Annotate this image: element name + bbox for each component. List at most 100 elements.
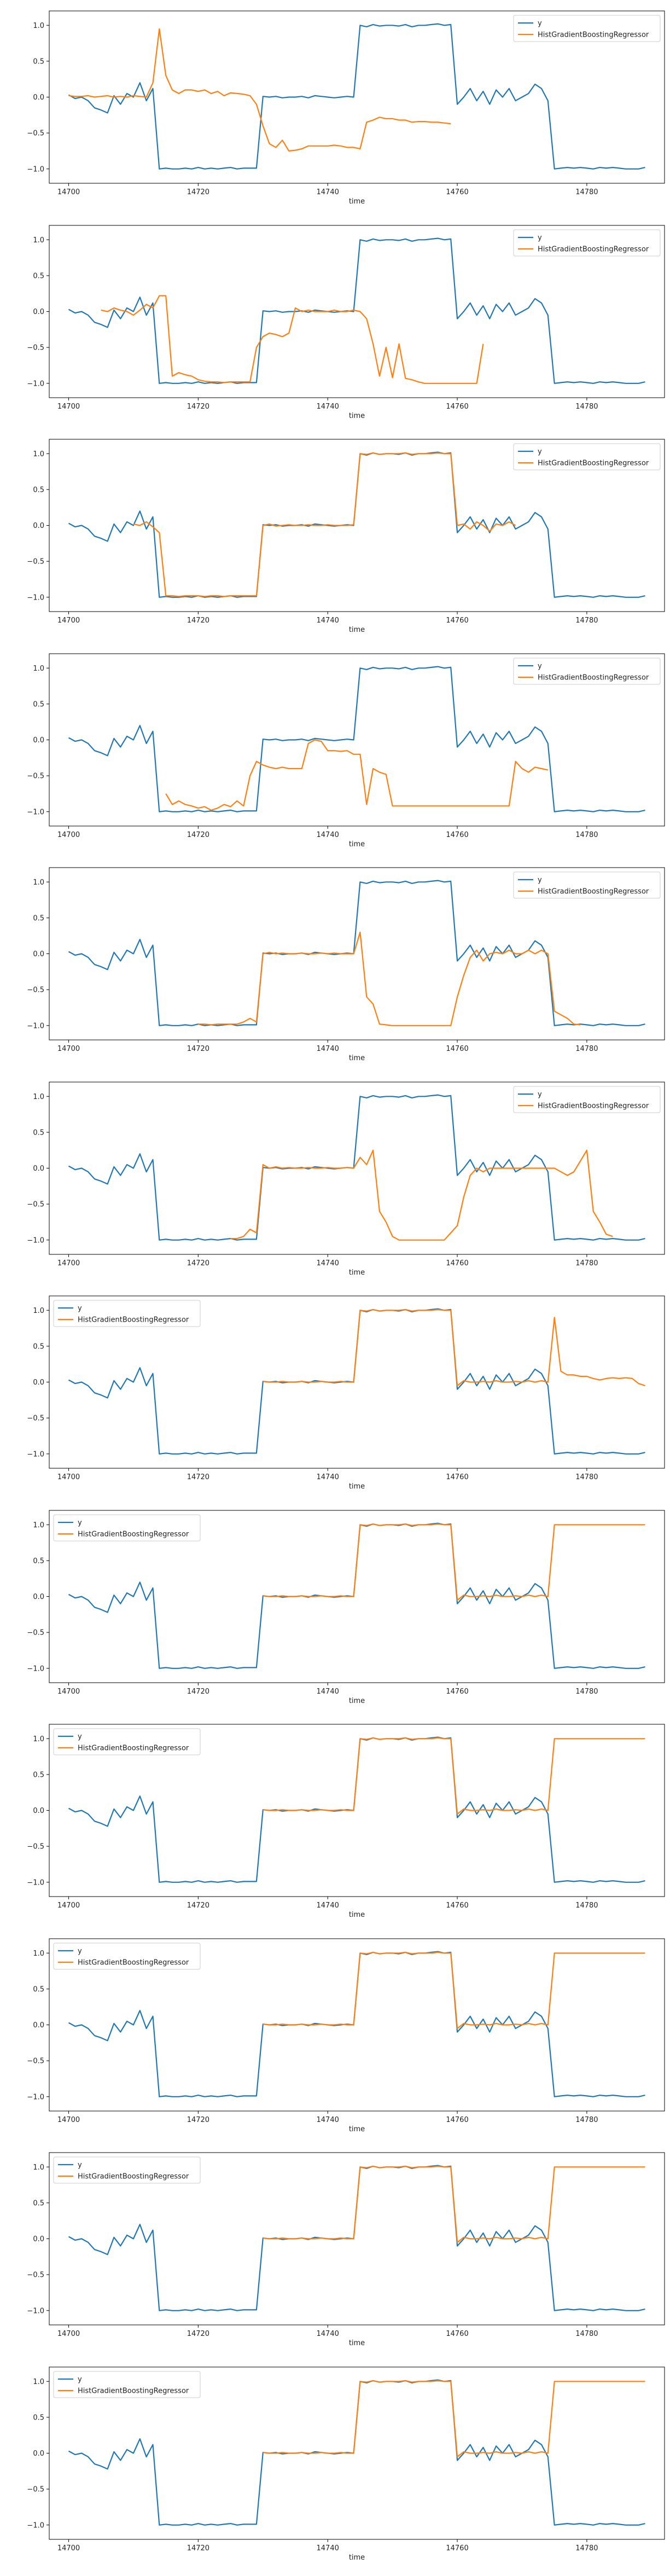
x-tick-label: 14740	[317, 2116, 339, 2124]
y-tick-label: −1.0	[27, 380, 44, 388]
x-tick-label: 14740	[317, 617, 339, 625]
y-tick-label: −1.0	[27, 1022, 44, 1030]
chart-svg: 14700 14720 14740 14760 14780 −1.0 −0.5 0.0 0.5 1…	[27, 867, 665, 1062]
x-tick-label: 14760	[446, 1688, 468, 1696]
y-tick-label: 0.0	[33, 308, 44, 316]
x-tick-label: 14780	[575, 1045, 598, 1053]
legend-label: y	[538, 20, 542, 28]
x-tick-label: 14740	[317, 1045, 339, 1053]
y-tick-label: 0.5	[33, 486, 44, 494]
y-tick-label: 0.5	[33, 700, 44, 708]
x-tick-label: 14720	[187, 2116, 209, 2124]
series-line-y	[68, 666, 645, 812]
y-tick-label: 0.5	[33, 1557, 44, 1565]
chart-svg: 14700 14720 14740 14760 14780 −1.0 −0.5 0.0 0.5 1…	[27, 653, 665, 848]
legend: y HistGradientBoostingRegressor	[53, 1943, 201, 1969]
y-tick-label: −0.5	[27, 1629, 44, 1637]
y-tick-label: 0.5	[33, 914, 44, 922]
series-line-y	[68, 880, 645, 1026]
y-tick-label: −0.5	[27, 772, 44, 780]
y-tick-label: 1.0	[33, 1092, 44, 1101]
series-line-prediction	[263, 1737, 645, 1815]
chart-panel: 14700 14720 14740 14760 14780 −1.0 −0.5 0.0 0.5 1…	[0, 1078, 670, 1291]
legend: y HistGradientBoostingRegressor	[513, 229, 661, 256]
y-tick-label: −1.0	[27, 2521, 44, 2530]
x-tick-label: 14720	[187, 617, 209, 625]
y-tick-label: 0.0	[33, 2021, 44, 2030]
y-tick-label: 0.5	[33, 1342, 44, 1351]
y-tick-label: −0.5	[27, 344, 44, 352]
y-tick-label: 0.0	[33, 1165, 44, 1173]
series-line-y	[68, 23, 645, 170]
x-tick-label: 14700	[57, 1259, 80, 1267]
y-tick-label: −0.5	[27, 1843, 44, 1851]
legend-box	[53, 2371, 201, 2398]
series-line-y	[68, 237, 645, 384]
legend-label: HistGradientBoostingRegressor	[538, 245, 649, 253]
x-tick-label: 14720	[187, 831, 209, 839]
y-tick-label: 1.0	[33, 664, 44, 672]
x-tick-label: 14780	[575, 2544, 598, 2552]
y-tick-label: 0.0	[33, 736, 44, 745]
series-line-y	[68, 451, 645, 598]
legend: y HistGradientBoostingRegressor	[53, 1300, 201, 1327]
series-line-prediction	[101, 295, 484, 384]
y-tick-label: 1.0	[33, 2377, 44, 2386]
x-tick-label: 14700	[57, 188, 80, 196]
y-tick-label: 1.0	[33, 1735, 44, 1743]
x-tick-label: 14720	[187, 1473, 209, 1481]
series-line-prediction	[263, 1309, 645, 1387]
x-axis-label: time	[349, 2339, 365, 2347]
x-tick-label: 14740	[317, 831, 339, 839]
x-tick-label: 14740	[317, 1902, 339, 1910]
x-tick-label: 14700	[57, 1045, 80, 1053]
y-tick-label: −0.5	[27, 1200, 44, 1208]
y-tick-label: 1.0	[33, 1307, 44, 1315]
chart-svg: 14700 14720 14740 14760 14780 −1.0 −0.5 0.0 0.5 1…	[27, 1724, 665, 1919]
legend-box	[53, 2156, 201, 2184]
legend: y HistGradientBoostingRegressor	[513, 658, 661, 684]
x-tick-label: 14780	[575, 1902, 598, 1910]
legend-label: HistGradientBoostingRegressor	[538, 1102, 649, 1110]
y-tick-label: 1.0	[33, 450, 44, 458]
y-tick-label: −1.0	[27, 1665, 44, 1673]
legend-label: y	[78, 2375, 82, 2383]
legend-label: y	[538, 234, 542, 242]
chart-svg: 14700 14720 14740 14760 14780 −1.0 −0.5 0.0 0.5 1…	[27, 10, 665, 206]
x-axis-label: time	[349, 1911, 365, 1919]
y-tick-label: 0.5	[33, 272, 44, 280]
x-tick-label: 14720	[187, 1259, 209, 1267]
y-tick-label: 0.0	[33, 1593, 44, 1601]
y-tick-label: −0.5	[27, 2057, 44, 2065]
series-line-prediction	[263, 1951, 645, 2029]
legend-box	[53, 1300, 201, 1327]
x-tick-label: 14780	[575, 1688, 598, 1696]
y-tick-label: 1.0	[33, 879, 44, 887]
legend-box	[513, 229, 661, 256]
y-tick-label: −1.0	[27, 2307, 44, 2315]
chart-panel: 14700 14720 14740 14760 14780 −1.0 −0.5 0.0 0.5 1…	[0, 2148, 670, 2362]
x-tick-label: 14780	[575, 1259, 598, 1267]
legend-box	[53, 1514, 201, 1541]
y-tick-label: 1.0	[33, 2164, 44, 2172]
legend: y HistGradientBoostingRegressor	[53, 2156, 201, 2184]
legend-label: y	[538, 876, 542, 885]
legend-label: HistGradientBoostingRegressor	[78, 1958, 189, 1967]
y-tick-label: −0.5	[27, 2485, 44, 2493]
chart-panel: 14700 14720 14740 14760 14780 −1.0 −0.5 0.0 0.5 1…	[0, 1292, 670, 1505]
series-line-prediction	[165, 739, 549, 811]
y-tick-label: −0.5	[27, 130, 44, 138]
chart-panel: 14700 14720 14740 14760 14780 −1.0 −0.5 0.0 0.5 1…	[0, 7, 670, 220]
x-tick-label: 14740	[317, 1473, 339, 1481]
y-tick-label: 1.0	[33, 22, 44, 30]
series-line-y	[68, 2165, 645, 2311]
x-axis-label: time	[349, 2554, 365, 2562]
y-tick-label: 0.0	[33, 1807, 44, 1815]
x-tick-label: 14720	[187, 403, 209, 411]
y-tick-label: 0.0	[33, 94, 44, 102]
legend: y HistGradientBoostingRegressor	[513, 1086, 661, 1113]
x-axis-label: time	[349, 626, 365, 634]
x-tick-label: 14760	[446, 617, 468, 625]
series-line-y	[68, 1308, 645, 1455]
